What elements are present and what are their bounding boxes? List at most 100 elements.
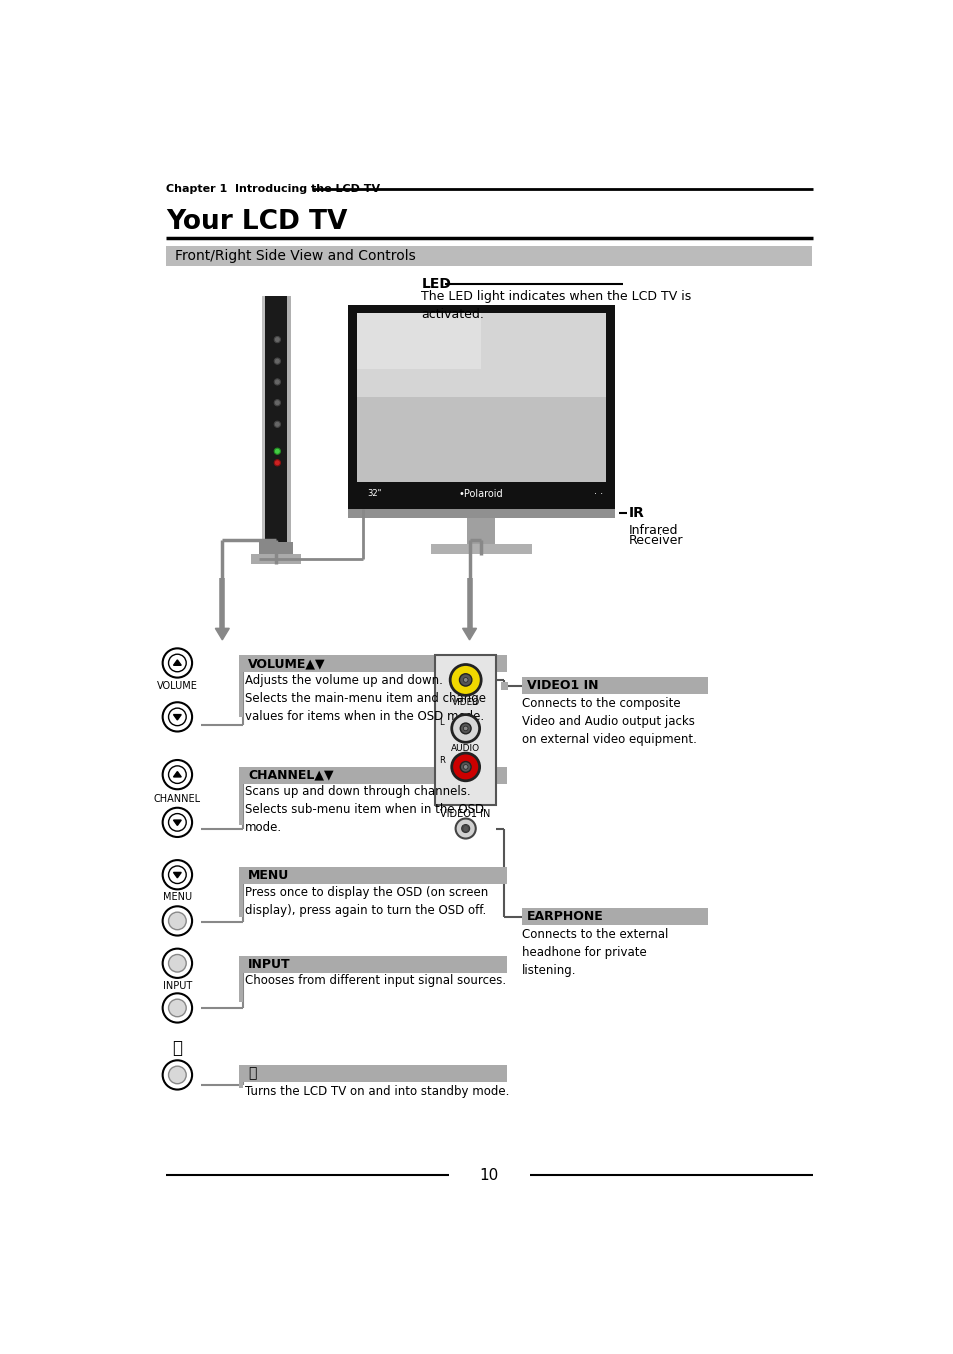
Circle shape [450, 665, 480, 696]
Text: Turns the LCD TV on and into standby mode.: Turns the LCD TV on and into standby mod… [245, 1085, 509, 1098]
Text: LED: LED [421, 278, 451, 291]
Circle shape [274, 448, 280, 455]
Bar [243, 1064, 506, 1082]
Text: 10: 10 [478, 1167, 498, 1182]
Circle shape [274, 421, 280, 428]
Text: CHANNEL▲▼: CHANNEL▲▼ [248, 769, 334, 781]
Text: Receiver: Receiver [628, 535, 682, 547]
Bar [261, 295, 266, 542]
Text: EARPHONE: EARPHONE [526, 910, 603, 923]
Bar [348, 305, 615, 509]
Polygon shape [173, 821, 181, 826]
Text: Adjusts the volume up and down.
Selects the main-menu item and change
values for: Adjusts the volume up and down. Selects … [245, 674, 485, 723]
Bar [467, 519, 495, 546]
Circle shape [274, 379, 280, 385]
Circle shape [162, 760, 192, 789]
Circle shape [452, 753, 479, 781]
Circle shape [274, 337, 280, 343]
Circle shape [274, 460, 280, 466]
Circle shape [463, 677, 468, 682]
Circle shape [459, 674, 472, 686]
Text: MENU: MENU [163, 892, 192, 902]
Text: The LED light indicates when the LCD TV is
activated.: The LED light indicates when the LCD TV … [421, 290, 691, 321]
Bar [431, 543, 531, 554]
Text: L: L [439, 718, 443, 727]
Text: Connects to the composite
Video and Audio output jacks
on external video equipme: Connects to the composite Video and Audi… [521, 697, 697, 746]
Text: ⏻: ⏻ [248, 1067, 256, 1080]
Bar [356, 313, 480, 368]
Circle shape [169, 913, 186, 930]
Circle shape [461, 825, 469, 833]
Circle shape [459, 723, 471, 734]
Text: · ·: · · [594, 489, 603, 498]
Bar [239, 1064, 243, 1089]
Text: VIDEO: VIDEO [451, 697, 479, 707]
Bar [356, 313, 605, 397]
Bar [286, 295, 291, 542]
Text: MENU: MENU [248, 869, 289, 881]
Bar [521, 677, 707, 693]
Circle shape [452, 715, 479, 742]
Circle shape [274, 399, 280, 406]
Text: INPUT: INPUT [163, 982, 192, 991]
Text: IR: IR [628, 506, 643, 520]
Text: INPUT: INPUT [248, 957, 291, 971]
Bar [239, 956, 243, 1002]
Circle shape [274, 357, 280, 364]
Polygon shape [173, 872, 181, 877]
Bar [243, 655, 506, 672]
Bar [243, 956, 506, 972]
Circle shape [169, 955, 186, 972]
Text: ℧: ℧ [461, 823, 469, 834]
Text: AUDIO: AUDIO [451, 743, 479, 753]
Circle shape [162, 906, 192, 936]
Text: •Polaroid: •Polaroid [458, 489, 503, 498]
Bar [251, 554, 300, 565]
Text: ⏻: ⏻ [172, 1039, 182, 1057]
Polygon shape [215, 628, 229, 640]
Text: Press once to display the OSD (on screen
display), press again to turn the OSD o: Press once to display the OSD (on screen… [245, 886, 488, 917]
Circle shape [162, 808, 192, 837]
Bar [243, 867, 506, 884]
Text: CHANNEL: CHANNEL [153, 793, 201, 804]
Circle shape [463, 726, 468, 731]
Bar [435, 655, 496, 806]
Circle shape [162, 860, 192, 890]
Bar [239, 766, 243, 825]
Bar [348, 509, 615, 519]
Text: 32": 32" [367, 489, 381, 498]
Text: VIDEO1 IN: VIDEO1 IN [526, 678, 598, 692]
Circle shape [169, 1066, 186, 1083]
Circle shape [162, 703, 192, 731]
Text: VIDEO1 IN: VIDEO1 IN [440, 808, 491, 819]
Text: Chapter 1  Introducing the LCD TV: Chapter 1 Introducing the LCD TV [166, 184, 379, 194]
Bar [356, 313, 605, 482]
Circle shape [463, 765, 468, 769]
Text: R: R [439, 757, 445, 765]
Bar [258, 542, 293, 556]
Polygon shape [462, 628, 476, 640]
Bar [166, 245, 811, 267]
Polygon shape [173, 659, 181, 665]
Text: Your LCD TV: Your LCD TV [166, 209, 347, 234]
Circle shape [459, 761, 471, 772]
Bar [239, 867, 243, 917]
Circle shape [162, 949, 192, 978]
Polygon shape [173, 715, 181, 720]
Bar [521, 907, 707, 925]
Circle shape [456, 819, 476, 838]
Polygon shape [173, 772, 181, 777]
Circle shape [169, 999, 186, 1017]
Text: VOLUME▲▼: VOLUME▲▼ [248, 657, 325, 670]
Text: Front/Right Side View and Controls: Front/Right Side View and Controls [174, 249, 416, 263]
Text: VOLUME: VOLUME [157, 681, 197, 692]
Bar [239, 655, 243, 716]
Circle shape [162, 994, 192, 1022]
Bar [243, 766, 506, 784]
Text: Connects to the external
headhone for private
listening.: Connects to the external headhone for pr… [521, 927, 668, 976]
Text: Infrared: Infrared [628, 524, 678, 536]
Bar [500, 682, 508, 691]
Circle shape [162, 1060, 192, 1090]
Text: Chooses from different input signal sources.: Chooses from different input signal sour… [245, 974, 505, 987]
Text: Scans up and down through channels.
Selects sub-menu item when in the OSD
mode.: Scans up and down through channels. Sele… [245, 785, 483, 834]
